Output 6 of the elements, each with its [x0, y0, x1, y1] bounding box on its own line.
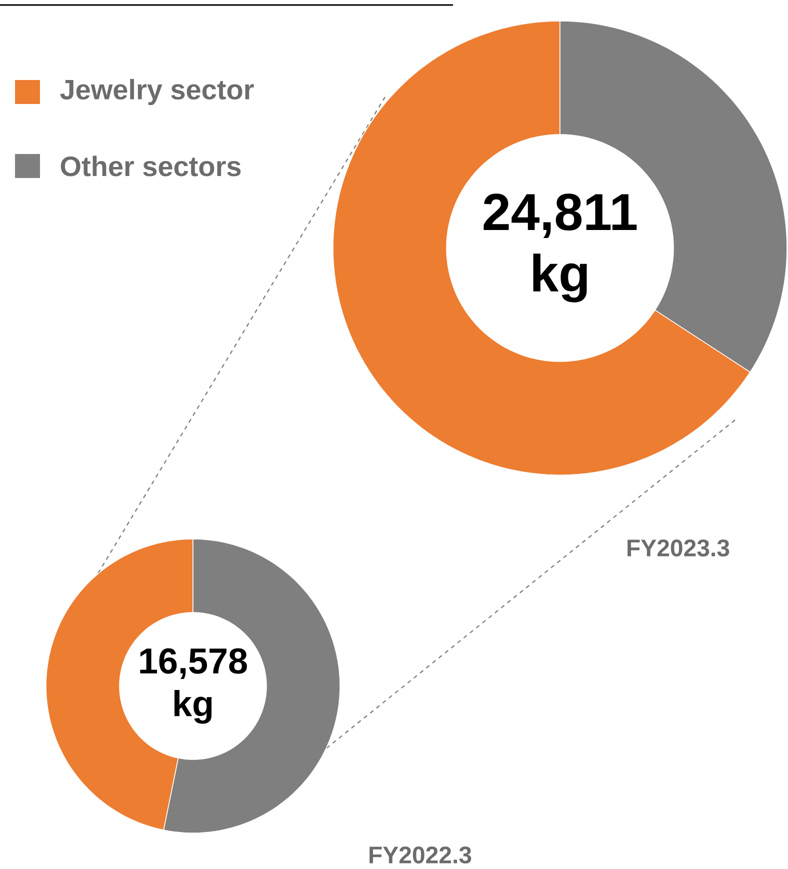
legend-label: Other sectors — [60, 156, 241, 176]
text: 24,811 kg — [484, 194, 637, 302]
text: FY2023.3 — [628, 539, 730, 557]
legend-label: Jewelry sector — [60, 78, 254, 106]
text: FY2022.3 — [370, 846, 472, 864]
text: 16,578 kg — [140, 648, 247, 724]
